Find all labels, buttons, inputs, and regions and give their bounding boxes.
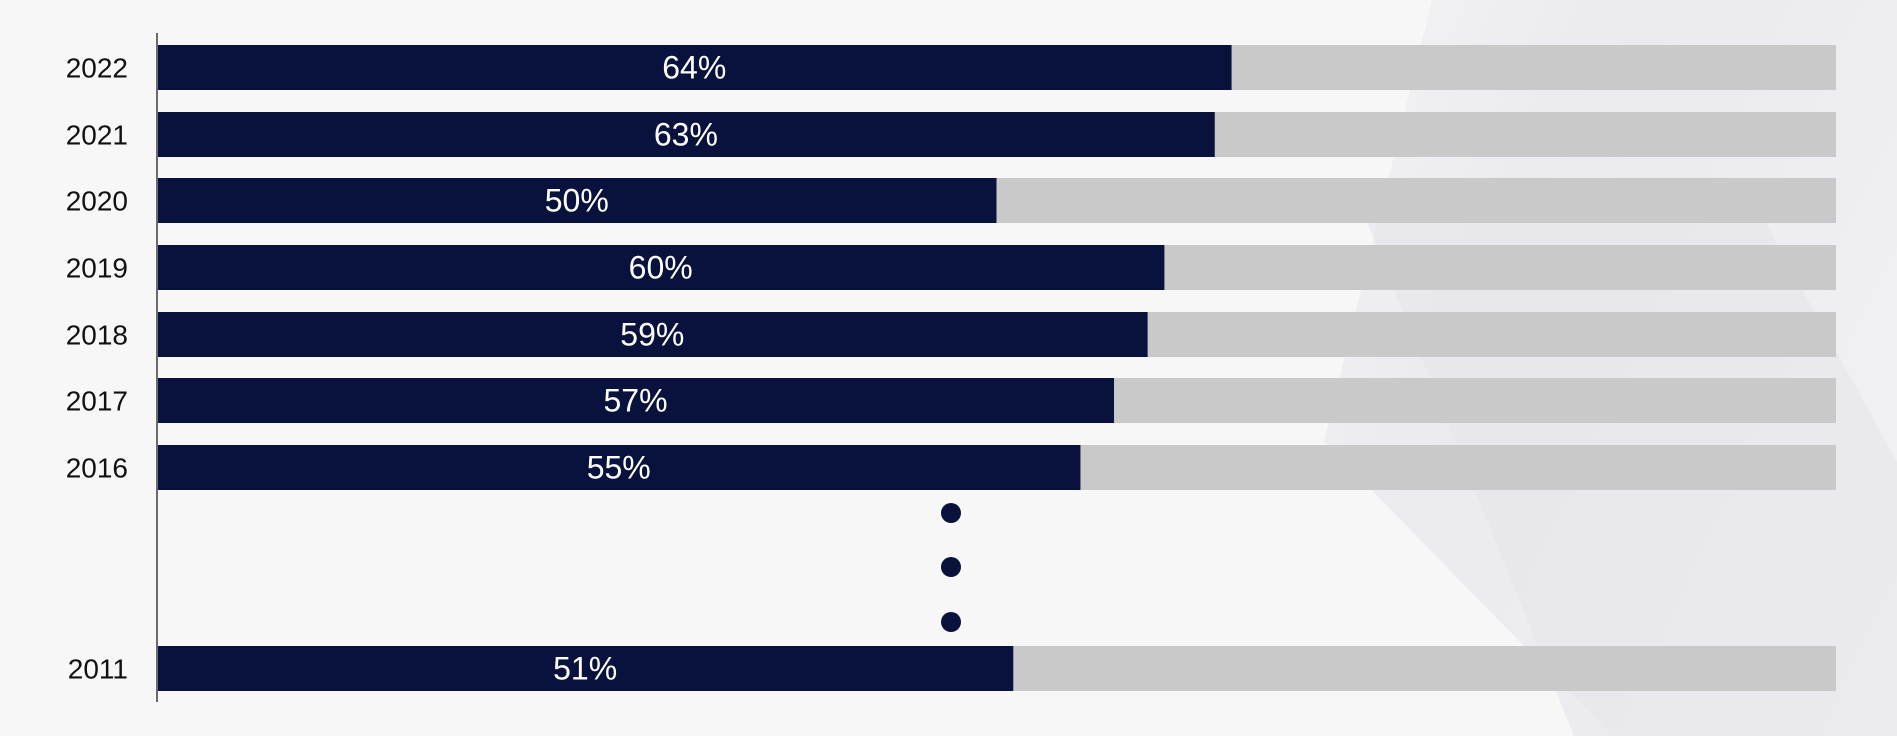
bar-2020 bbox=[157, 178, 997, 223]
data-label-2011: 51% bbox=[553, 651, 617, 687]
tick-label-2016: 2016 bbox=[66, 453, 128, 484]
tick-label-2021: 2021 bbox=[66, 120, 128, 151]
data-label-2016: 55% bbox=[587, 450, 651, 486]
bar-2018 bbox=[157, 312, 1148, 357]
tick-label-2017: 2017 bbox=[66, 386, 128, 417]
tick-label-2020: 2020 bbox=[66, 186, 128, 217]
bar-2021 bbox=[157, 112, 1215, 157]
tick-label-2019: 2019 bbox=[66, 253, 128, 284]
ellipsis-dot-2 bbox=[941, 557, 961, 577]
bar-2019 bbox=[157, 245, 1165, 290]
data-label-2020: 50% bbox=[545, 183, 609, 219]
tick-label-2022: 2022 bbox=[66, 53, 128, 84]
data-label-2019: 60% bbox=[629, 250, 693, 286]
data-label-2018: 59% bbox=[620, 317, 684, 353]
data-label-2022: 64% bbox=[662, 50, 726, 86]
tick-label-2011: 2011 bbox=[68, 654, 128, 685]
ellipsis-dot-3 bbox=[941, 612, 961, 632]
bar-2011 bbox=[157, 646, 1014, 691]
tick-label-2018: 2018 bbox=[66, 320, 128, 351]
bar-2016 bbox=[157, 445, 1081, 490]
ellipsis-dot-1 bbox=[941, 503, 961, 523]
data-label-2017: 57% bbox=[603, 383, 667, 419]
data-label-2021: 63% bbox=[654, 117, 718, 153]
bar-2017 bbox=[157, 378, 1115, 423]
bar-2022 bbox=[157, 45, 1232, 90]
